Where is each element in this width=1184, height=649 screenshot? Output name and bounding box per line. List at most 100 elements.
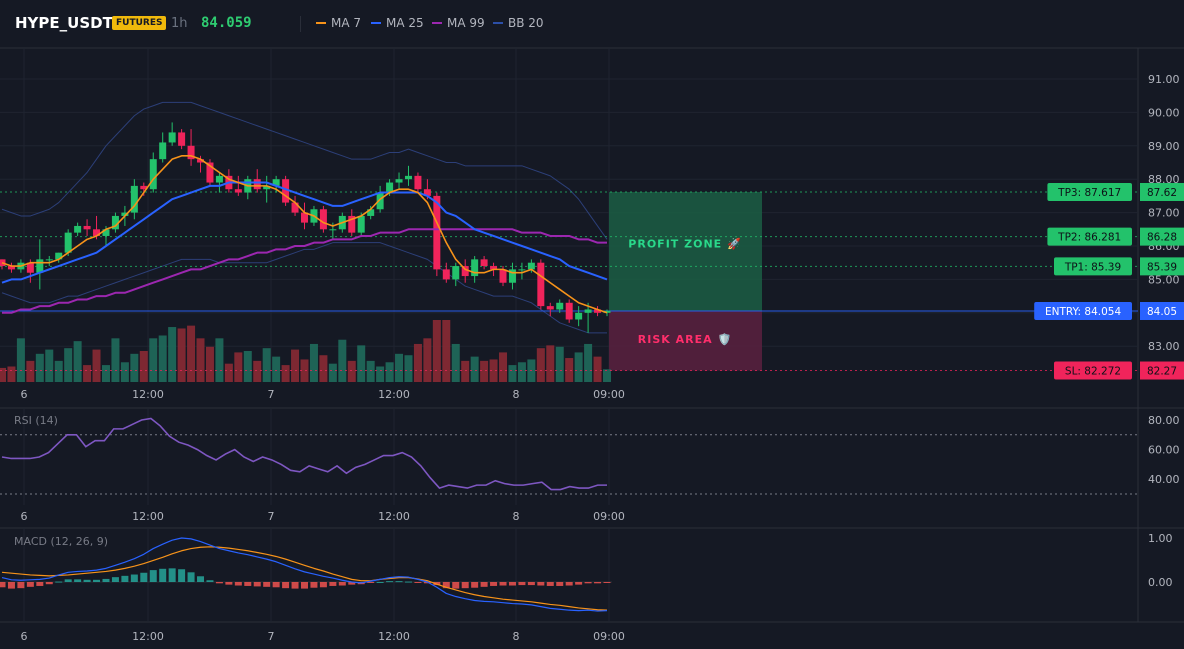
candle-body bbox=[74, 225, 82, 233]
volume-bar bbox=[205, 346, 214, 382]
legend-bb20-label: BB 20 bbox=[508, 16, 544, 30]
candle-body bbox=[187, 145, 195, 160]
time-tick-label: 12:00 bbox=[132, 510, 164, 523]
volume-bar bbox=[451, 343, 460, 382]
legend-ma99-label: MA 99 bbox=[447, 16, 485, 30]
legend-ma25[interactable]: MA 25 bbox=[371, 16, 424, 30]
candle-body bbox=[490, 266, 498, 270]
axis-price-tag-label: 87.62 bbox=[1147, 187, 1177, 199]
timeframe-label[interactable]: 1h bbox=[171, 16, 188, 31]
symbol-title[interactable]: HYPE_USDT bbox=[15, 14, 113, 32]
macd-histogram-bar bbox=[348, 582, 356, 585]
macd-histogram-bar bbox=[45, 582, 53, 585]
macd-histogram-bar bbox=[291, 582, 299, 589]
macd-histogram-bar bbox=[480, 582, 488, 587]
volume-bar bbox=[357, 345, 366, 382]
candle-body bbox=[518, 269, 526, 271]
macd-histogram-bar bbox=[149, 570, 157, 582]
macd-histogram-bar bbox=[433, 582, 441, 586]
axis-price-tag bbox=[1140, 361, 1184, 380]
macd-tick-label: 1.00 bbox=[1148, 532, 1173, 545]
macd-histogram-bar bbox=[0, 582, 6, 588]
volume-bar bbox=[35, 353, 44, 382]
macd-histogram-bar bbox=[518, 582, 526, 586]
candle-body bbox=[414, 175, 422, 190]
candle-body bbox=[376, 192, 384, 210]
volume-bar bbox=[584, 343, 593, 382]
macd-histogram-bar bbox=[206, 580, 214, 582]
macd-histogram-bar bbox=[319, 582, 327, 588]
time-tick-label: 6 bbox=[21, 388, 28, 401]
time-tick-label: 6 bbox=[21, 510, 28, 523]
candle-body bbox=[64, 232, 72, 253]
macd-histogram-bar bbox=[17, 582, 25, 589]
candle-body bbox=[329, 229, 337, 231]
candle-body bbox=[348, 215, 356, 233]
axis-price-tag-label: 84.05 bbox=[1147, 306, 1177, 318]
time-tick-label: 12:00 bbox=[378, 630, 410, 643]
axis-price-tag-label: 85.39 bbox=[1147, 261, 1177, 273]
candle-body bbox=[357, 215, 365, 233]
macd-histogram-bar bbox=[537, 582, 545, 586]
macd-histogram-bar bbox=[603, 582, 611, 583]
candle-body bbox=[168, 132, 176, 143]
volume-bar bbox=[64, 348, 73, 382]
candle-body bbox=[584, 309, 592, 313]
ma7-line bbox=[1, 155, 608, 314]
candle-body bbox=[508, 269, 516, 283]
level-badge-label: TP2: 86.281 bbox=[1057, 232, 1121, 244]
macd-histogram-bar bbox=[442, 582, 450, 589]
ma25-line bbox=[1, 181, 608, 284]
volume-bar bbox=[442, 320, 451, 382]
chart-header: HYPE_USDT FUTURES 1h 84.059 MA 7 MA 25 M… bbox=[0, 0, 1184, 48]
candle-body bbox=[367, 209, 375, 216]
time-tick-label: 6 bbox=[21, 630, 28, 643]
candle-body bbox=[442, 269, 450, 280]
profit-zone bbox=[609, 191, 762, 311]
candle-body bbox=[36, 259, 44, 273]
legend-bb20[interactable]: BB 20 bbox=[493, 16, 544, 30]
volume-bar bbox=[120, 362, 129, 382]
macd-histogram-bar bbox=[26, 582, 34, 587]
level-badge bbox=[1047, 182, 1132, 201]
legend-ma25-label: MA 25 bbox=[386, 16, 424, 30]
candle-body bbox=[140, 185, 148, 190]
candle-body bbox=[206, 162, 214, 183]
price-tick-label: 89.00 bbox=[1148, 140, 1180, 153]
price-tick-label: 85.00 bbox=[1148, 273, 1180, 286]
rsi-tick-label: 40.00 bbox=[1148, 473, 1180, 486]
axis-price-tag bbox=[1140, 301, 1184, 320]
bb-lower-band bbox=[1, 242, 607, 334]
volume-bar bbox=[215, 338, 224, 382]
candle-body bbox=[178, 132, 186, 146]
time-tick-label: 8 bbox=[513, 510, 520, 523]
legend-ma7[interactable]: MA 7 bbox=[316, 16, 361, 30]
ma7-swatch bbox=[316, 21, 326, 24]
macd-histogram-bar bbox=[244, 582, 252, 586]
candle-body bbox=[404, 175, 412, 180]
time-tick-label: 09:00 bbox=[593, 510, 625, 523]
legend-ma99[interactable]: MA 99 bbox=[432, 16, 485, 30]
macd-histogram-bar bbox=[301, 582, 308, 589]
volume-bar bbox=[139, 351, 148, 382]
macd-histogram-bar bbox=[253, 582, 261, 587]
volume-bar bbox=[272, 356, 281, 382]
macd-histogram-bar bbox=[225, 582, 233, 585]
macd-histogram-bar bbox=[36, 582, 44, 586]
candle-body bbox=[234, 189, 242, 193]
rsi-label: RSI (14) bbox=[14, 414, 58, 427]
macd-histogram-bar bbox=[499, 582, 507, 586]
bb-upper-band bbox=[1, 101, 608, 240]
macd-histogram-bar bbox=[263, 582, 271, 587]
volume-bar bbox=[26, 360, 35, 382]
macd-histogram-bar bbox=[272, 582, 280, 588]
candle-body bbox=[263, 185, 271, 190]
volume-bar bbox=[536, 348, 545, 382]
axis-price-tag-label: 82.27 bbox=[1147, 366, 1177, 378]
macd-histogram-bar bbox=[575, 582, 583, 585]
candle-body bbox=[423, 189, 431, 196]
macd-histogram-bar bbox=[395, 581, 403, 583]
rsi-line bbox=[1, 417, 607, 491]
macd-histogram-bar bbox=[215, 582, 223, 584]
